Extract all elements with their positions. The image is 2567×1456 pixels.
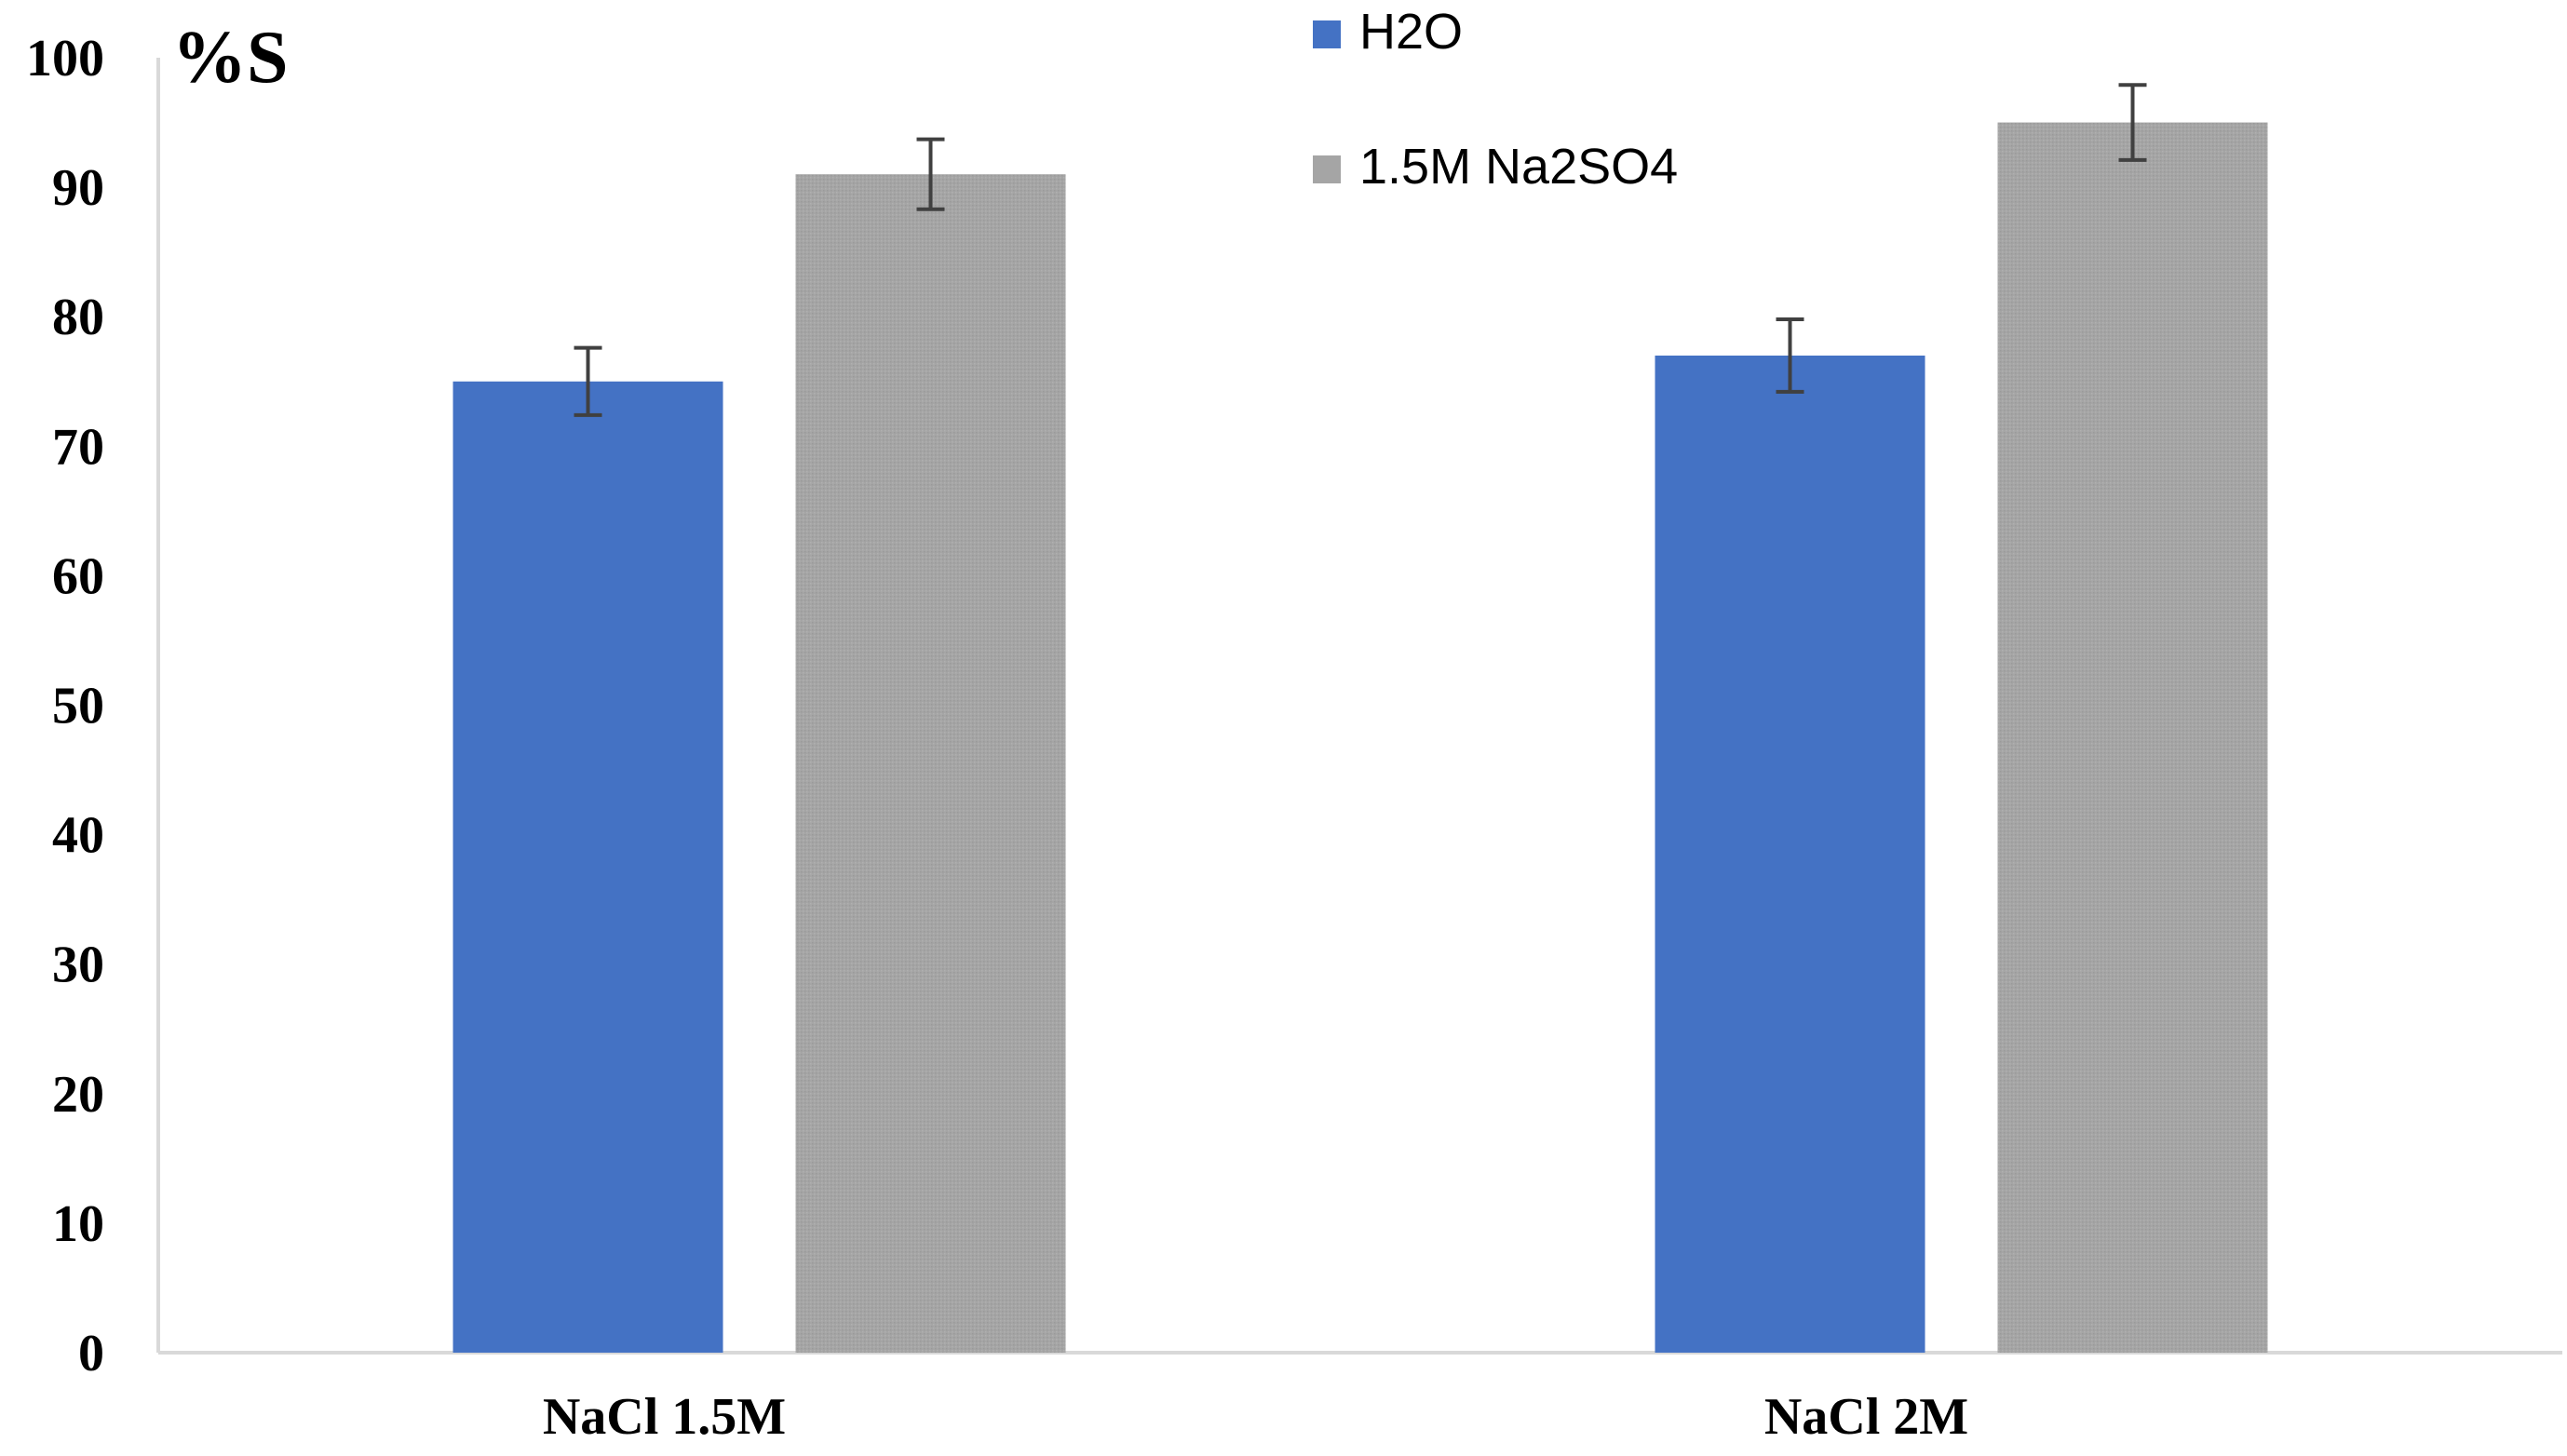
bar-h2o-1 [1655, 355, 1925, 1354]
y-tick-label: 90 [52, 159, 104, 217]
y-tick-label: 100 [26, 30, 104, 88]
bar-na2so4-0 [795, 174, 1066, 1354]
legend: H2O 1.5M Na2SO4 [1313, 4, 1678, 195]
legend-item: 1.5M Na2SO4 [1313, 139, 1678, 195]
bars [453, 122, 2268, 1354]
error-bar [2118, 83, 2147, 162]
y-tick-labels: 0 10 20 30 40 50 60 70 80 90 100 [26, 30, 104, 1382]
legend-swatch [1313, 155, 1341, 183]
bar-h2o-0 [453, 381, 723, 1353]
legend-item: H2O [1313, 4, 1463, 60]
y-tick-label: 40 [52, 807, 104, 865]
legend-swatch [1313, 20, 1341, 48]
error-bar [1776, 317, 1804, 394]
y-axis-title: %S [172, 17, 289, 99]
category-label: NaCl 1.5M [543, 1388, 786, 1446]
category-label: NaCl 2M [1764, 1388, 1968, 1446]
y-tick-label: 30 [52, 937, 104, 994]
error-bar [574, 345, 602, 417]
y-tick-label: 20 [52, 1066, 104, 1124]
y-tick-label: 60 [52, 547, 104, 605]
y-tick-label: 50 [52, 678, 104, 735]
legend-label: 1.5M Na2SO4 [1359, 139, 1678, 195]
y-tick-label: 0 [78, 1325, 104, 1382]
category-labels: NaCl 1.5M NaCl 2M [543, 1388, 1968, 1446]
error-bars [574, 83, 2147, 417]
y-tick-label: 10 [52, 1195, 104, 1253]
legend-label: H2O [1359, 4, 1463, 60]
bar-na2so4-1 [1997, 122, 2268, 1353]
y-tick-label: 70 [52, 418, 104, 476]
error-bar [916, 137, 945, 211]
y-tick-label: 80 [52, 289, 104, 346]
